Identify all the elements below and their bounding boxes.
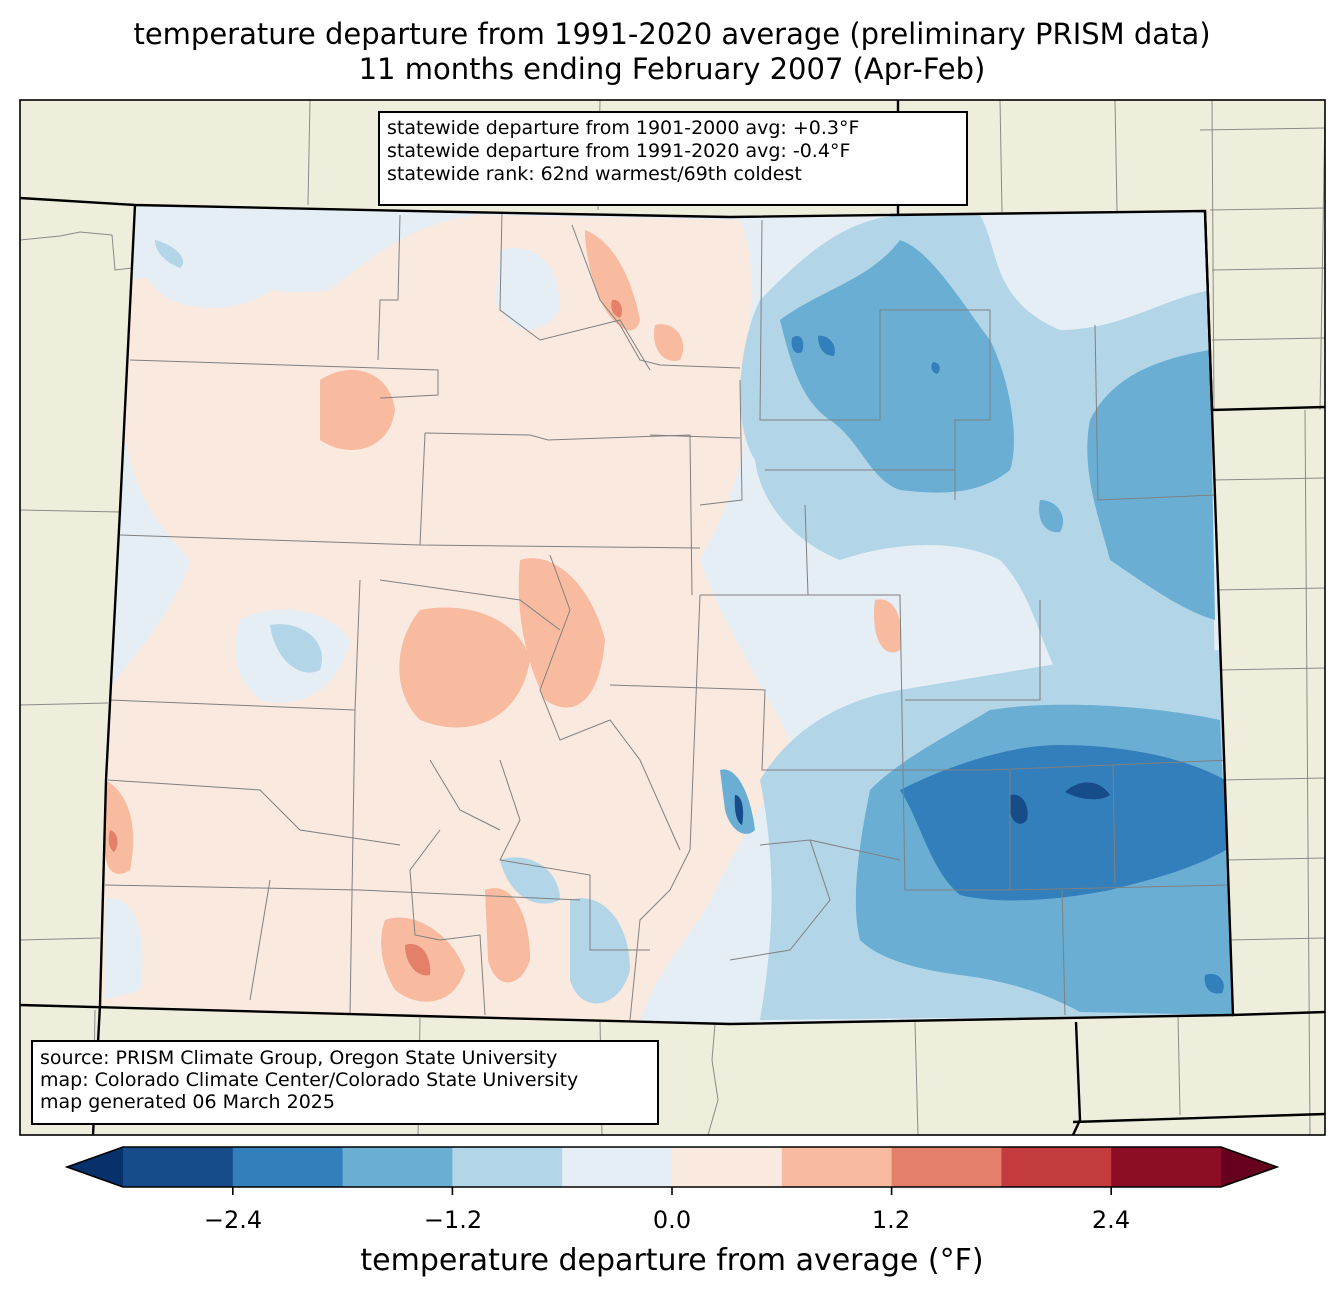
contour-bin-12-18 [611,299,623,318]
source-line-prism: source: PRISM Climate Group, Oregon Stat… [40,1047,558,1069]
contour-bin-neg06-0 [495,248,560,330]
colorbar-label: temperature departure from average (°F) [360,1243,984,1278]
colorbar-bin [891,1147,1002,1187]
contour-bin-neg24-neg18 [791,335,804,354]
contour-bin-neg30-neg24 [1010,794,1028,824]
contour-bin-06-12 [585,230,640,331]
colorbar-bin [232,1147,344,1187]
source-box: source: PRISM Climate Group, Oregon Stat… [31,1040,659,1125]
contour-bin-neg24-neg18 [900,745,1226,901]
stats-line-1991-2020: statewide departure from 1991-2020 avg: … [387,140,851,162]
colorbar-tick-label: 1.2 [871,1206,911,1234]
contour-bin-06-12 [105,780,134,874]
contour-bin-neg06-0 [1000,215,1115,300]
colorbar-bin [672,1147,783,1187]
colorbar-bin [123,1147,234,1187]
statewide-stats-box: statewide departure from 1901-2000 avg: … [378,111,968,206]
contour-bin-neg24-neg18 [1204,973,1224,994]
colorbar-tick-label: −1.2 [423,1206,483,1234]
colorbar-bin [562,1147,673,1187]
chart-subtitle: 11 months ending February 2007 (Apr-Feb) [358,52,986,86]
contour-bin-neg06-0 [136,223,300,308]
neighbor-county-lines [20,100,1325,1135]
map-frame [19,99,1326,1136]
colorbar-bin [342,1147,453,1187]
colorbar [64,1146,1280,1195]
colorbar-extend-min [67,1147,123,1187]
colorbar-outline [64,1146,1280,1188]
chart-title: temperature departure from 1991-2020 ave… [133,17,1211,51]
contour-bin-neg12-neg06 [155,240,184,268]
contour-bin-06-12 [654,324,684,361]
contour-bin-12-18 [108,830,118,852]
colorbar-tick-label: 2.4 [1091,1206,1131,1234]
colorbar-bin [1001,1147,1112,1187]
contour-bin-neg12-neg06 [570,898,630,1004]
stats-line-1901-2000: statewide departure from 1901-2000 avg: … [387,117,860,139]
contour-bin-neg12-neg06 [270,624,322,673]
contour-bin-neg30-neg24 [1065,782,1110,800]
contour-bin-neg18-neg12 [1039,500,1064,533]
contour-bin-neg06-0 [105,898,143,1000]
colorbar-bin [452,1147,563,1187]
source-line-map: map: Colorado Climate Center/Colorado St… [40,1069,579,1091]
colorbar-bin [1111,1147,1222,1187]
stats-line-rank: statewide rank: 62nd warmest/69th coldes… [387,163,802,185]
contour-bin-12-18 [405,944,431,976]
colorbar-tick-label: 0.0 [652,1206,692,1234]
contour-bin-neg18-neg12 [1087,350,1215,620]
state-boundaries [20,100,1325,1135]
colorbar-bin [781,1147,893,1187]
contour-bin-06-12 [485,888,530,983]
contour-bin-06-12 [874,599,902,653]
source-line-generated: map generated 06 March 2025 [40,1091,335,1113]
contour-bin-neg24-neg18 [931,362,940,374]
colorado-contours [100,205,1233,1024]
contour-bin-neg30-neg24 [734,795,744,825]
contour-bin-06-12 [320,370,395,450]
colorbar-extend-max [1221,1147,1277,1187]
contour-bin-neg24-neg18 [818,335,835,356]
contour-bin-06-12 [399,607,530,728]
colorbar-tick-label: −2.4 [203,1206,263,1234]
contour-bin-neg12-neg06 [500,857,560,904]
county-boundaries [104,209,1231,1021]
